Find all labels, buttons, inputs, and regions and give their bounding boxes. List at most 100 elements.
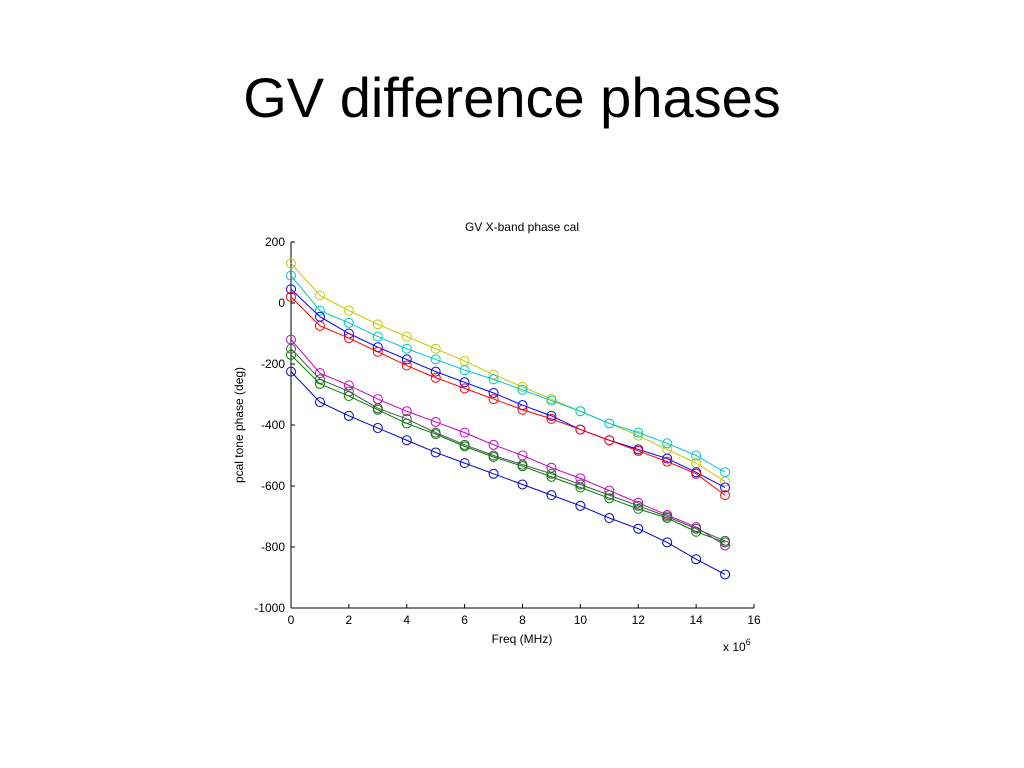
data-point — [488, 439, 499, 450]
data-point — [517, 404, 528, 415]
y-tick-label: -400 — [261, 418, 285, 432]
data-point — [314, 397, 325, 408]
data-point — [691, 450, 702, 461]
x-tick-label: 0 — [288, 613, 295, 627]
data-point — [343, 317, 354, 328]
data-point — [372, 346, 383, 357]
data-point — [720, 482, 731, 493]
x-tick-label: 10 — [574, 613, 588, 627]
data-point — [286, 284, 296, 295]
data-point — [633, 500, 644, 511]
data-point — [459, 377, 470, 388]
data-point — [488, 387, 499, 398]
series-line — [290, 296, 726, 496]
data-point — [662, 453, 673, 464]
series-line — [290, 348, 726, 542]
data-point — [546, 490, 557, 501]
data-point — [343, 391, 354, 402]
series-1 — [286, 258, 731, 487]
data-point — [401, 331, 412, 342]
data-point — [575, 406, 586, 417]
series-layer — [286, 258, 731, 580]
data-point — [286, 258, 296, 269]
x-tick-label: 4 — [403, 613, 410, 627]
x-exponent-base: x 10 — [723, 640, 746, 654]
data-point — [662, 537, 673, 548]
x-tick-label: 2 — [346, 613, 353, 627]
data-point — [459, 441, 470, 452]
series-line — [290, 275, 726, 473]
data-point — [604, 435, 615, 446]
data-point — [430, 447, 441, 458]
data-point — [575, 482, 586, 493]
x-tick-label: 14 — [689, 613, 703, 627]
chart-title: GV X-band phase cal — [465, 220, 579, 234]
data-point — [546, 395, 557, 406]
x-exponent-power: 6 — [746, 637, 751, 647]
x-tick-label: 8 — [519, 613, 526, 627]
data-point — [430, 416, 441, 427]
data-point — [343, 305, 354, 316]
data-point — [720, 537, 731, 548]
data-point — [286, 366, 296, 377]
data-point — [286, 349, 296, 360]
series-line — [290, 354, 726, 543]
data-point — [662, 456, 673, 467]
data-point — [720, 540, 731, 551]
data-point — [662, 513, 673, 524]
data-point — [575, 500, 586, 511]
data-point — [401, 354, 412, 365]
x-exponent: x 106 — [723, 637, 751, 654]
series-4 — [286, 291, 731, 501]
data-point — [459, 458, 470, 469]
data-point — [546, 410, 557, 421]
data-point — [343, 410, 354, 421]
data-point — [286, 270, 296, 281]
data-point — [720, 490, 731, 501]
data-point — [286, 343, 296, 354]
data-point — [604, 513, 615, 524]
x-tick-label: 16 — [747, 613, 761, 627]
series-line — [290, 288, 726, 488]
data-point — [372, 404, 383, 415]
data-point — [633, 523, 644, 534]
series-8 — [286, 366, 731, 580]
data-point — [430, 429, 441, 440]
y-tick-label: 200 — [265, 235, 285, 249]
data-point — [488, 394, 499, 405]
data-point — [662, 438, 673, 449]
data-point — [372, 331, 383, 342]
data-point — [401, 406, 412, 417]
data-point — [372, 423, 383, 434]
data-point — [517, 461, 528, 472]
series-7 — [286, 349, 731, 548]
slide-title: GV difference phases — [243, 66, 781, 129]
data-point — [720, 467, 731, 478]
data-point — [517, 479, 528, 490]
data-point — [604, 493, 615, 504]
data-point — [343, 333, 354, 344]
series-line — [290, 371, 726, 575]
data-point — [372, 319, 383, 330]
data-point — [430, 366, 441, 377]
x-axis-label: Freq (MHz) — [492, 632, 553, 646]
data-point — [430, 372, 441, 383]
data-point — [286, 291, 296, 302]
data-point — [401, 343, 412, 354]
data-point — [314, 378, 325, 389]
data-point — [517, 381, 528, 392]
series-line — [290, 263, 726, 482]
data-point — [691, 554, 702, 565]
data-point — [575, 424, 586, 435]
series-2 — [286, 270, 731, 478]
data-point — [314, 320, 325, 331]
data-point — [633, 430, 644, 441]
data-point — [343, 380, 354, 391]
data-point — [314, 305, 325, 316]
data-point — [633, 427, 644, 438]
data-point — [488, 374, 499, 385]
data-point — [691, 526, 702, 537]
data-point — [314, 368, 325, 379]
data-point — [459, 383, 470, 394]
